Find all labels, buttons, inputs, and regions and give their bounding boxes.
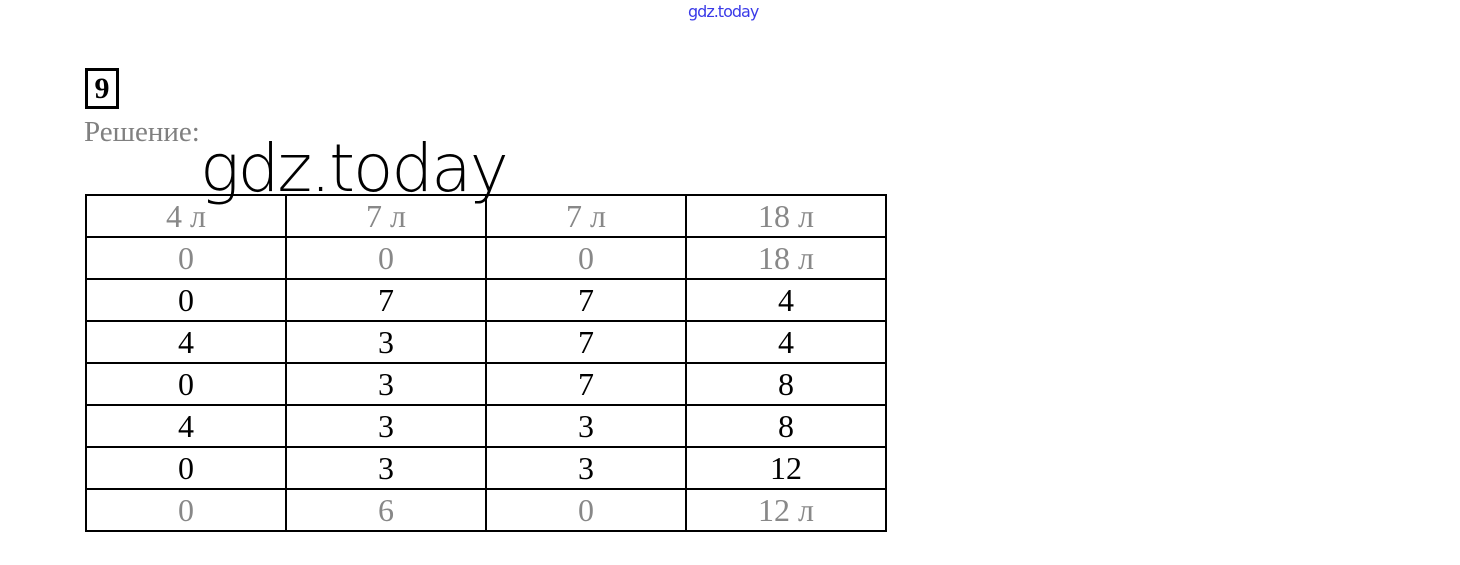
solution-label: Решение: — [84, 116, 200, 148]
table-row: 0 6 0 12 л — [85, 488, 887, 532]
table-cell: 6 — [285, 488, 487, 532]
watermark-top: gdz.today — [688, 2, 759, 21]
table-cell: 8 — [685, 404, 887, 448]
table-cell: 3 — [485, 446, 687, 490]
table-cell: 7 — [485, 362, 687, 406]
table-cell: 4 — [685, 278, 887, 322]
table-cell: 7 л — [485, 194, 687, 238]
table-cell: 3 — [285, 320, 487, 364]
table-cell: 0 — [485, 236, 687, 280]
table-cell: 3 — [285, 446, 487, 490]
table-cell: 12 — [685, 446, 887, 490]
table-cell: 0 — [85, 278, 287, 322]
table-cell: 4 — [685, 320, 887, 364]
table-cell: 0 — [85, 362, 287, 406]
table-cell: 0 — [285, 236, 487, 280]
table-cell: 12 л — [685, 488, 887, 532]
table-cell: 18 л — [685, 194, 887, 238]
table-cell: 0 — [85, 236, 287, 280]
table-cell: 3 — [285, 362, 487, 406]
table-cell: 7 — [485, 278, 687, 322]
task-number: 9 — [85, 68, 119, 109]
table-cell: 7 — [485, 320, 687, 364]
table-cell: 4 л — [85, 194, 287, 238]
table-cell: 3 — [485, 404, 687, 448]
table-cell: 7 л — [285, 194, 487, 238]
table-cell: 3 — [285, 404, 487, 448]
table-cell: 18 л — [685, 236, 887, 280]
watermark-big: gdz.today — [200, 130, 509, 207]
table-cell: 7 — [285, 278, 487, 322]
table-cell: 0 — [485, 488, 687, 532]
table-cell: 8 — [685, 362, 887, 406]
table-row: 0 3 3 12 — [85, 446, 887, 490]
table-cell: 4 — [85, 320, 287, 364]
table-cell: 4 — [85, 404, 287, 448]
table-row: 0 0 0 18 л — [85, 236, 887, 280]
table-cell: 0 — [85, 488, 287, 532]
table-cell: 0 — [85, 446, 287, 490]
